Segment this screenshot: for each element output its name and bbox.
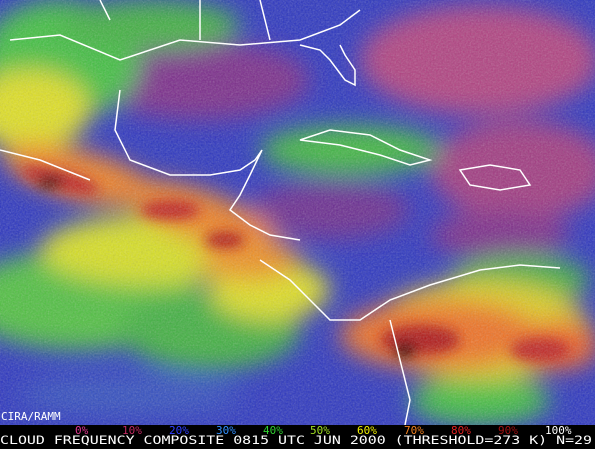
legend-label: 70% bbox=[404, 424, 424, 437]
legend-label: 80% bbox=[451, 424, 471, 437]
credit: CIRA/RAMM bbox=[1, 410, 61, 423]
coastlines bbox=[0, 0, 561, 426]
legend-label: 0% bbox=[75, 424, 89, 437]
legend-label: 10% bbox=[122, 424, 142, 437]
legend-label: 30% bbox=[216, 424, 236, 437]
legend-label: 20% bbox=[169, 424, 189, 437]
legend-label: 90% bbox=[498, 424, 518, 437]
color-legend: 0% 10% 20% 30% 40% 50% 60% 70% 80% 90% 100% bbox=[75, 424, 572, 437]
legend-label: 100% bbox=[545, 424, 572, 437]
image-field bbox=[0, 0, 595, 425]
caption: CLOUD FREQUENCY COMPOSITE 0815 UTC JUN 2… bbox=[0, 434, 592, 447]
legend-label: 50% bbox=[310, 424, 330, 437]
legend-label: 40% bbox=[263, 424, 283, 437]
legend-label: 60% bbox=[357, 424, 377, 437]
legend-background bbox=[0, 425, 595, 449]
